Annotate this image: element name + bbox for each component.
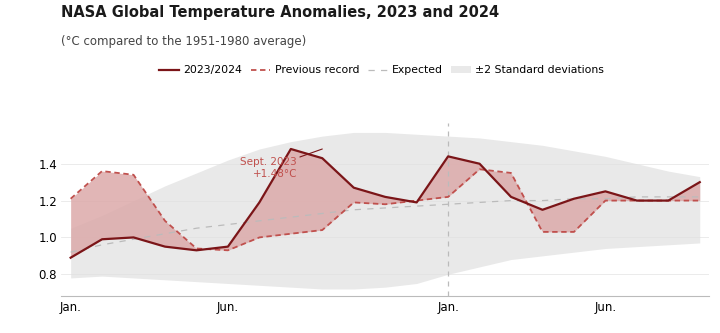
Legend: 2023/2024, Previous record, Expected, ±2 Standard deviations: 2023/2024, Previous record, Expected, ±2… (159, 65, 604, 75)
Text: (°C compared to the 1951-1980 average): (°C compared to the 1951-1980 average) (61, 35, 307, 48)
Text: Sept. 2023
+1.48°C: Sept. 2023 +1.48°C (240, 149, 323, 179)
Text: NASA Global Temperature Anomalies, 2023 and 2024: NASA Global Temperature Anomalies, 2023 … (61, 5, 500, 20)
